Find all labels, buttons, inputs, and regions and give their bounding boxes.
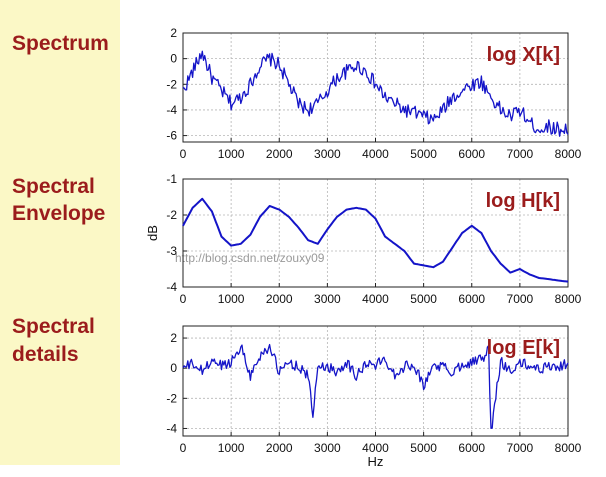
watermark: http://blog.csdn.net/zouxy09 bbox=[175, 251, 325, 265]
y-tick-label: 2 bbox=[170, 26, 177, 40]
details-series-label: log E[k] bbox=[487, 337, 560, 359]
x-tick-label: 4000 bbox=[362, 147, 389, 161]
x-tick-label: 4000 bbox=[362, 441, 389, 455]
y-tick-label: 0 bbox=[170, 52, 177, 66]
x-tick-label: 7000 bbox=[507, 441, 534, 455]
x-tick-label: 5000 bbox=[410, 441, 437, 455]
x-tick-label: 8000 bbox=[555, 292, 582, 306]
details-x-axis-label: Hz bbox=[368, 454, 384, 469]
y-tick-label: 0 bbox=[170, 361, 177, 375]
spectrum-series-line bbox=[182, 50, 569, 137]
x-tick-label: 3000 bbox=[314, 441, 341, 455]
x-tick-label: 2000 bbox=[266, 441, 293, 455]
envelope-label-line2: Envelope bbox=[12, 202, 106, 225]
details-label-line1: Spectral bbox=[12, 315, 95, 338]
y-tick-label: -4 bbox=[166, 103, 177, 117]
x-tick-label: 3000 bbox=[314, 292, 341, 306]
y-tick-label: -2 bbox=[166, 391, 177, 405]
x-tick-label: 6000 bbox=[458, 441, 485, 455]
x-tick-label: 0 bbox=[180, 441, 187, 455]
x-tick-label: 7000 bbox=[507, 292, 534, 306]
x-tick-label: 3000 bbox=[314, 147, 341, 161]
envelope-y-axis-label: dB bbox=[145, 225, 160, 241]
x-tick-label: 6000 bbox=[458, 292, 485, 306]
envelope-series-label: log H[k] bbox=[486, 190, 560, 212]
details-series-line bbox=[182, 343, 569, 429]
x-tick-label: 4000 bbox=[362, 292, 389, 306]
y-tick-label: 2 bbox=[170, 331, 177, 345]
y-tick-label: -4 bbox=[166, 280, 177, 294]
label-column bbox=[0, 0, 120, 465]
y-tick-label: -2 bbox=[166, 77, 177, 91]
x-tick-label: 5000 bbox=[410, 147, 437, 161]
x-tick-label: 7000 bbox=[507, 147, 534, 161]
y-tick-label: -2 bbox=[166, 208, 177, 222]
x-tick-label: 6000 bbox=[458, 147, 485, 161]
x-tick-label: 5000 bbox=[410, 292, 437, 306]
details-plot: 0 1000 2000 3000 4000 5000 6000 7000 8000 2 0 -2 -4 l… bbox=[166, 325, 582, 469]
x-tick-label: 0 bbox=[180, 292, 187, 306]
x-tick-label: 8000 bbox=[555, 147, 582, 161]
details-label-line2: details bbox=[12, 343, 79, 366]
envelope-series-line bbox=[182, 197, 569, 283]
spectrum-label: Spectrum bbox=[12, 32, 109, 55]
x-tick-label: 1000 bbox=[218, 292, 245, 306]
x-tick-label: 8000 bbox=[555, 441, 582, 455]
x-tick-label: 1000 bbox=[218, 441, 245, 455]
x-tick-label: 1000 bbox=[218, 147, 245, 161]
y-tick-label: -1 bbox=[166, 172, 177, 186]
y-tick-label: -3 bbox=[166, 244, 177, 258]
envelope-plot: 0 1000 2000 3000 4000 5000 6000 7000 8000 -1 -2 -3 -… bbox=[145, 172, 582, 306]
x-tick-label: 2000 bbox=[266, 147, 293, 161]
spectrum-series-label: log X[k] bbox=[487, 44, 560, 66]
envelope-label-line1: Spectral bbox=[12, 175, 95, 198]
x-tick-label: 2000 bbox=[266, 292, 293, 306]
y-tick-label: -4 bbox=[166, 421, 177, 435]
y-tick-label: -6 bbox=[166, 129, 177, 143]
x-tick-label: 0 bbox=[180, 147, 187, 161]
spectrum-plot: 0 1000 2000 3000 4000 5000 6000 7000 8000 2 0 -2 -4 -… bbox=[166, 26, 581, 161]
